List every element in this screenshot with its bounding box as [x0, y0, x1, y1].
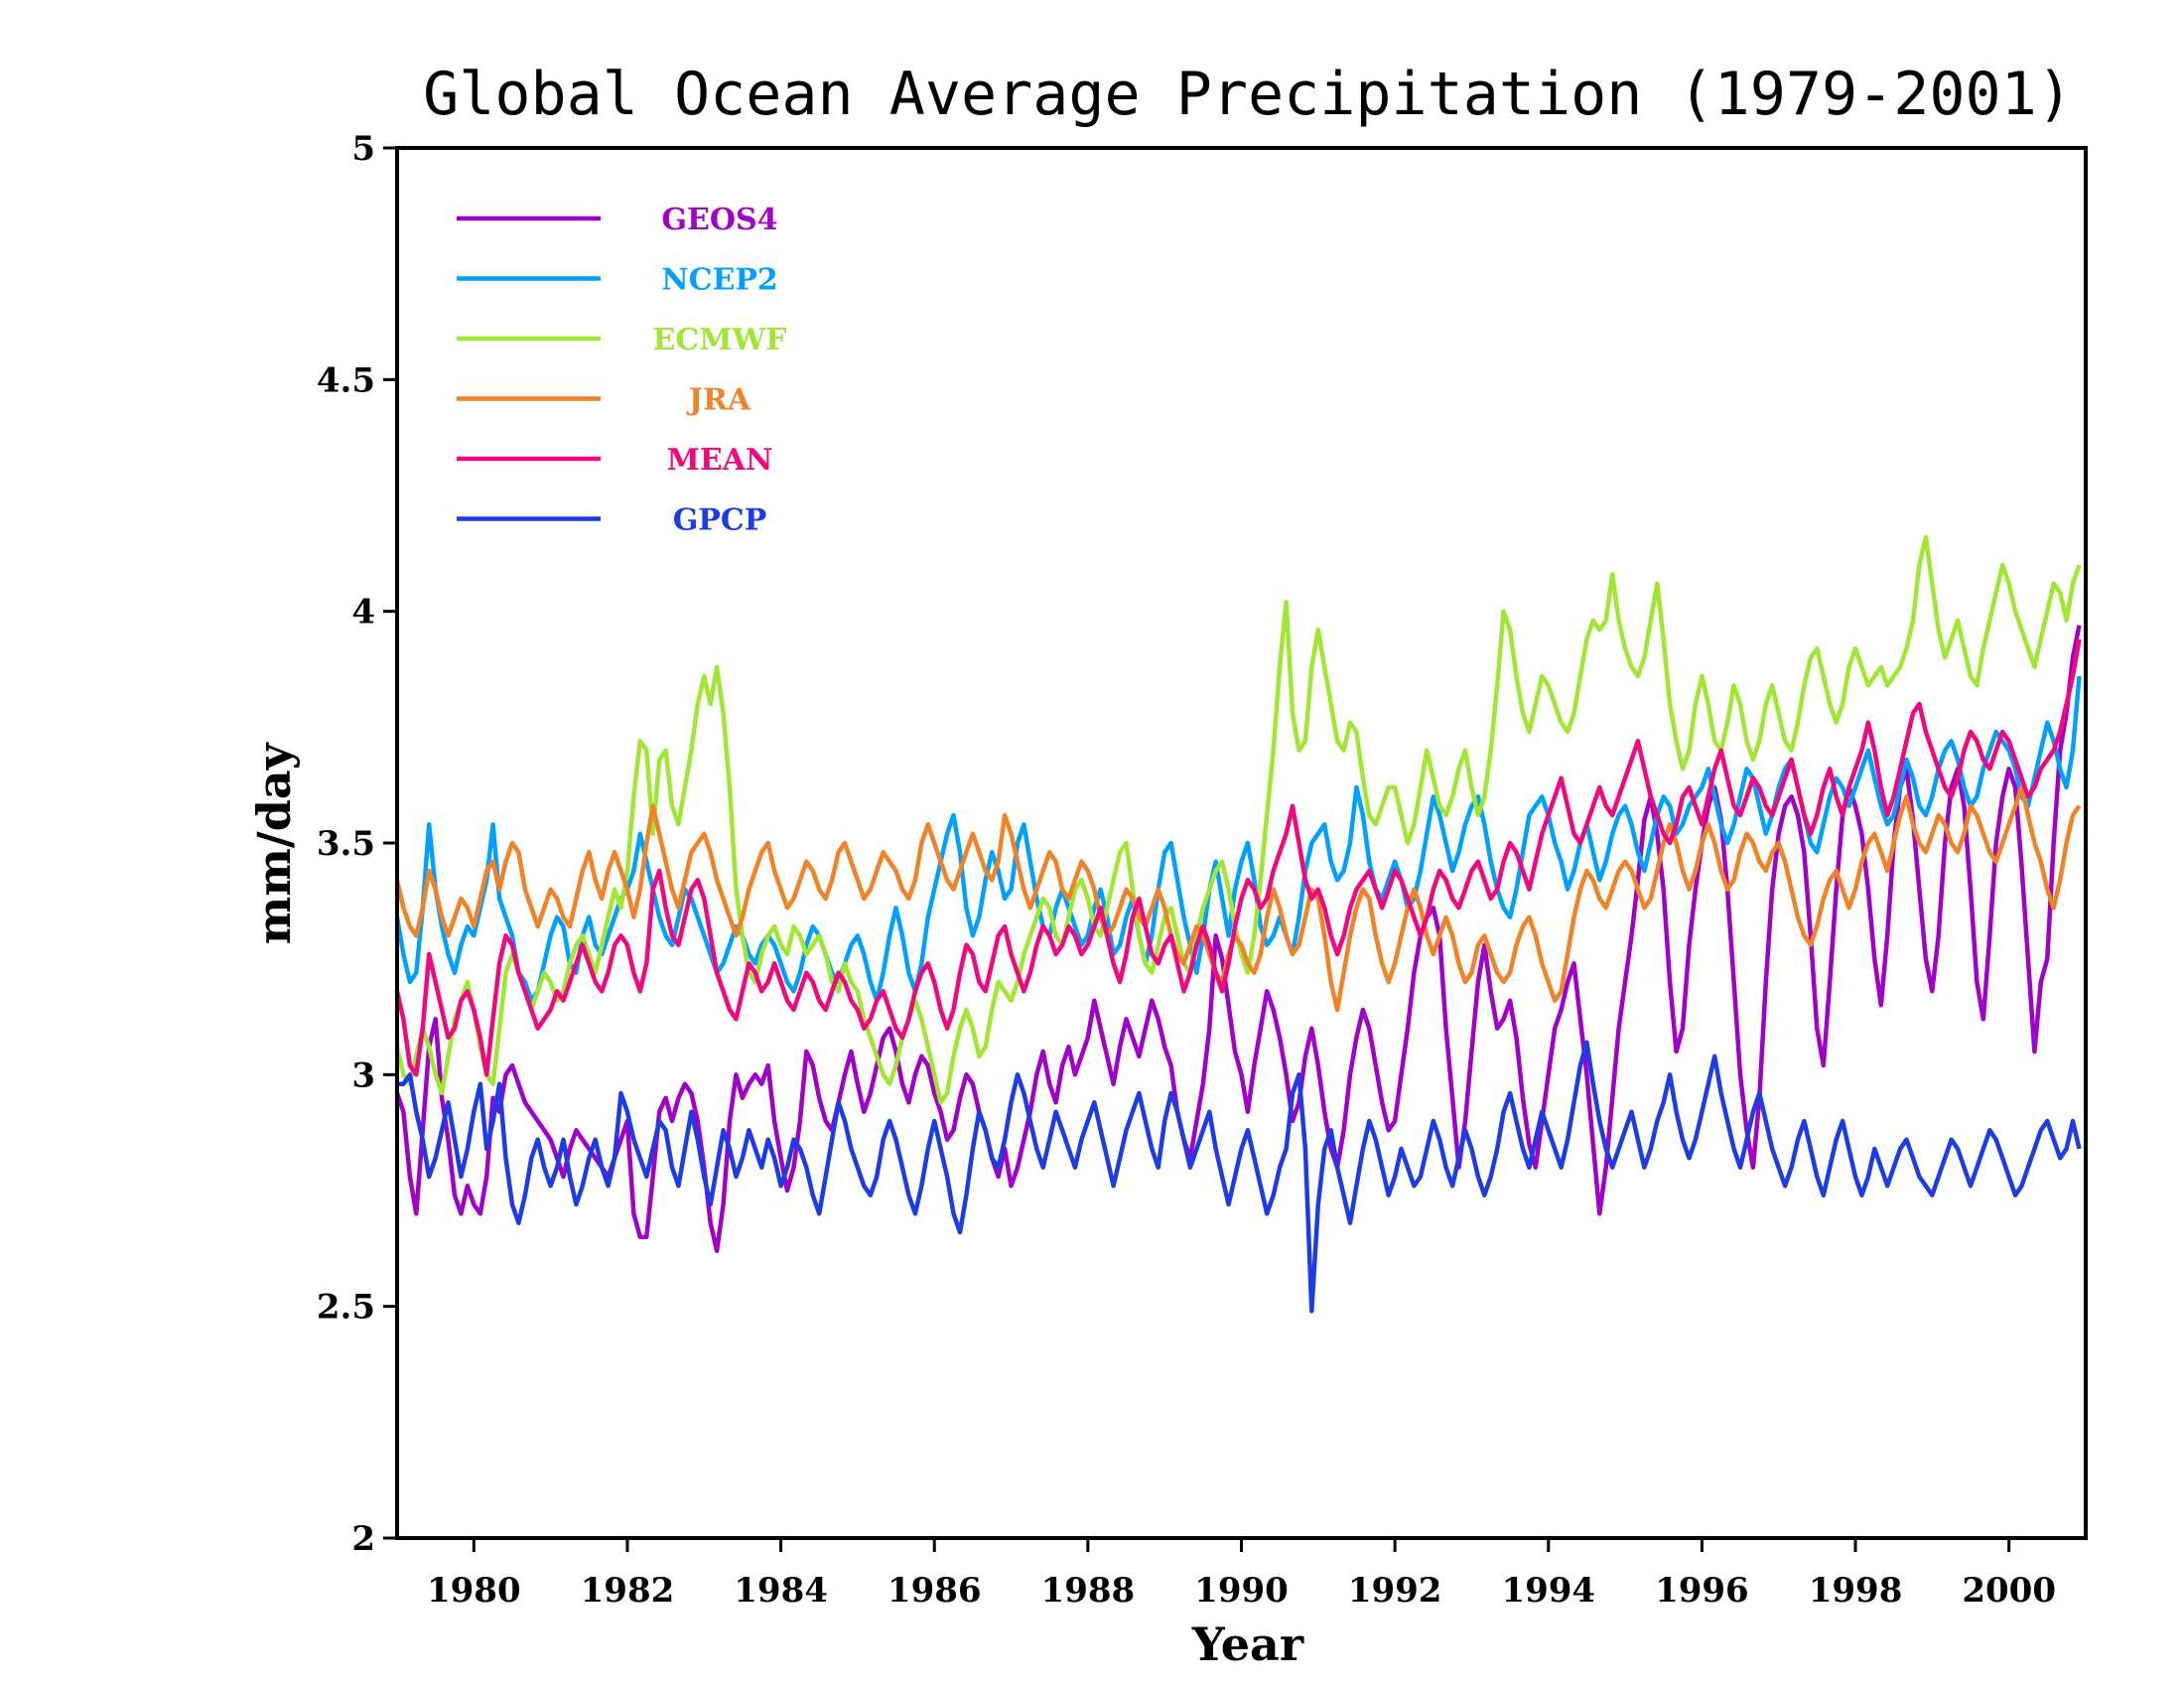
- series-layer: [394, 534, 2082, 1314]
- y-tick-label: 4.5: [317, 360, 375, 400]
- x-tick-label: 1996: [1655, 1571, 1749, 1611]
- y-tick-label: 2.5: [317, 1288, 375, 1328]
- axes-layer: 1980 1982 1984 1986 1988 1990 1992 1994 1996 1998…: [317, 129, 2056, 1611]
- legend-item-geos4: GEOS4: [457, 203, 778, 237]
- x-tick-label: 1980: [427, 1571, 521, 1611]
- legend-item-gpcp: GPCP: [457, 503, 766, 538]
- legend-item-jra: JRA: [457, 383, 751, 418]
- chart-title: Global Ocean Average Precipitation (1979…: [423, 60, 2073, 129]
- series-line-jra: [394, 784, 2082, 1013]
- x-tick-label: 1992: [1348, 1571, 1442, 1611]
- y-tick-label: 2: [351, 1519, 375, 1559]
- legend-label: ECMWF: [653, 323, 787, 357]
- legend-label: GEOS4: [661, 203, 777, 237]
- legend-label: NCEP2: [661, 263, 778, 298]
- x-axis-label: Year: [1191, 1618, 1304, 1671]
- series-line-geos4: [394, 625, 2082, 1253]
- x-tick-label: 1990: [1194, 1571, 1289, 1611]
- x-tick-label: 1998: [1809, 1571, 1903, 1611]
- legend-item-mean: MEAN: [457, 443, 772, 478]
- series-line-gpcp: [397, 1040, 2082, 1314]
- legend-label: MEAN: [667, 443, 773, 478]
- x-tick-label: 1994: [1501, 1571, 1595, 1611]
- legend-item-ecmwf: ECMWF: [457, 323, 786, 357]
- legend-item-ncep2: NCEP2: [457, 263, 778, 298]
- plot-frame: [395, 146, 2088, 1540]
- x-tick-label: 1986: [887, 1571, 982, 1611]
- legend-label: JRA: [686, 383, 751, 418]
- legend: GEOS4 NCEP2 ECMWF JRA MEAN GPCP: [457, 203, 786, 538]
- y-tick-label: 3.5: [317, 824, 375, 864]
- y-axis-label: mm/day: [247, 742, 301, 944]
- y-tick-label: 4: [351, 593, 375, 633]
- x-tick-label: 1988: [1041, 1571, 1136, 1611]
- y-tick-label: 5: [351, 129, 375, 169]
- legend-label: GPCP: [673, 503, 767, 538]
- x-tick-label: 2000: [1962, 1571, 2056, 1611]
- y-tick-label: 3: [351, 1055, 375, 1095]
- x-tick-label: 1984: [734, 1571, 828, 1611]
- series-line-mean: [394, 638, 2082, 1077]
- x-tick-label: 1982: [581, 1571, 675, 1611]
